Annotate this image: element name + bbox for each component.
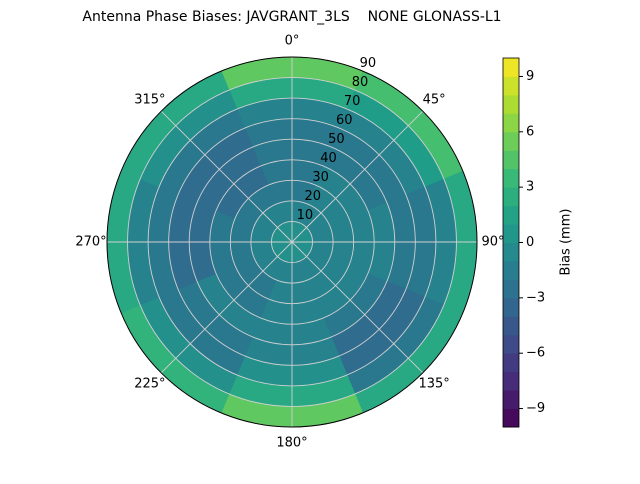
colorbar-tick-label: −6 [526,346,545,361]
colorbar-tick-label: 3 [526,180,534,195]
r-tick-label: 70 [344,94,361,109]
colorbar-band [503,408,519,428]
colorbar-band [503,224,519,243]
r-tick-label: 80 [352,75,369,90]
colorbar-band [503,297,519,317]
colorbar-band [503,390,519,410]
r-tick-label: 40 [320,151,337,166]
colorbar-tick-label: 0 [526,235,534,250]
grid [106,56,478,428]
colorbar-band [503,131,519,151]
colorbar-label: Bias (mm) [559,209,574,276]
colorbar-band [503,316,519,336]
r-tick-label: 50 [328,132,345,147]
grid-spoke [291,241,424,374]
colorbar-band [503,205,519,225]
colorbar-tick-label: 6 [526,124,534,139]
r-tick-label: 30 [312,170,329,185]
colorbar-tick-label: 9 [526,69,534,84]
colorbar-band [503,76,519,96]
colorbar-tick-label: −3 [526,290,545,305]
colorbar-band [503,113,519,133]
colorbar-band [503,58,519,77]
colorbar: −9 −6 −3 0 3 6 9 [502,57,545,428]
colorbar-band [503,260,519,280]
colorbar-band [503,168,519,188]
theta-tick-label: 180° [276,436,307,451]
theta-tick-label: 135° [418,377,449,392]
theta-tick-label: 315° [134,92,165,107]
chart-title: Antenna Phase Biases: JAVGRANT_3LS NONE … [82,9,501,25]
colorbar-band [503,334,519,354]
grid-spoke [291,110,424,243]
theta-tick-label: 225° [134,377,165,392]
theta-tick-label: 45° [423,92,446,107]
colorbar-band [503,187,519,207]
r-tick-label: 60 [336,113,353,128]
colorbar-tick-label: −9 [526,401,545,416]
grid-spoke [160,241,293,374]
colorbar-band [503,353,519,373]
r-tick-label: 90 [360,56,377,71]
grid-spoke [160,110,293,243]
theta-tick-label: 0° [285,34,300,49]
theta-tick-label: 270° [75,235,106,250]
polar-frame [106,56,478,428]
colorbar-band [503,150,519,170]
colorbar-band [503,242,519,262]
r-tick-label: 10 [297,208,314,223]
r-tick-label: 20 [305,189,322,204]
colorbar-band [503,94,519,114]
theta-tick-label: 90° [481,235,504,250]
colorbar-band [503,279,519,299]
colorbar-band [503,371,519,391]
